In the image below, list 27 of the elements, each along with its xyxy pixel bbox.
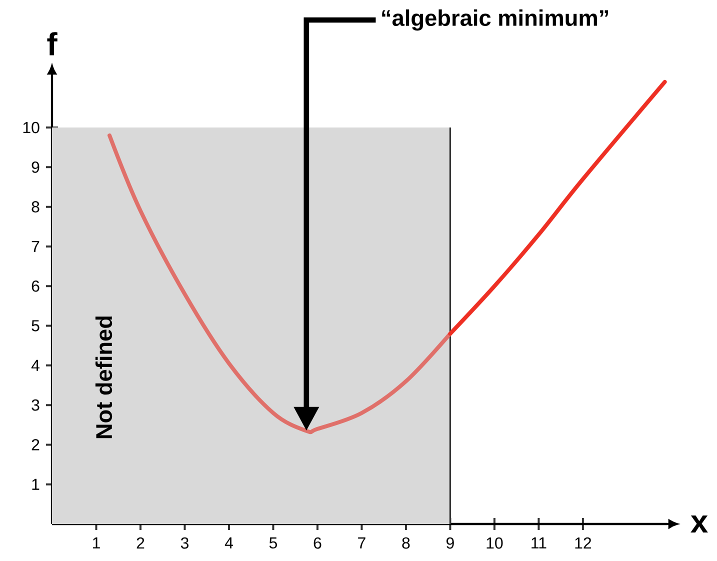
x-tick-label: 4 — [224, 537, 233, 548]
text: “algebraic minimum” — [382, 9, 608, 31]
x-tick-label: 7 — [358, 537, 366, 548]
y-tick-label: 10 — [23, 122, 40, 134]
y-tick-label: 2 — [32, 439, 40, 450]
y-tick-label: 7 — [32, 240, 40, 252]
x-tick-label: 10 — [486, 537, 503, 549]
x-tick-label: 12 — [575, 537, 592, 549]
y-tick-label: 1 — [32, 478, 40, 490]
line-series — [448, 80, 667, 336]
band-label: Not defined — [95, 316, 112, 438]
x-axis-title: x — [690, 516, 708, 532]
x-tick-label: 1 — [93, 537, 100, 548]
x-tick-label: 3 — [180, 537, 188, 549]
y-tick-label: 9 — [32, 162, 40, 173]
y-tick-label: 4 — [31, 360, 40, 371]
y-axis-title: f — [47, 32, 58, 56]
x-tick-label: 8 — [402, 537, 410, 549]
y-tick-label: 8 — [32, 201, 40, 212]
x-tick-label: 11 — [532, 537, 546, 548]
y-tick-label: 5 — [32, 320, 40, 332]
x-tick-label: 5 — [269, 537, 277, 549]
x-tick-label: 2 — [136, 537, 144, 549]
x-tick-label: 9 — [446, 537, 454, 549]
x-tick-label: 6 — [314, 537, 322, 549]
y-tick-label: 6 — [32, 280, 40, 292]
y-tick-label: 3 — [32, 399, 40, 411]
